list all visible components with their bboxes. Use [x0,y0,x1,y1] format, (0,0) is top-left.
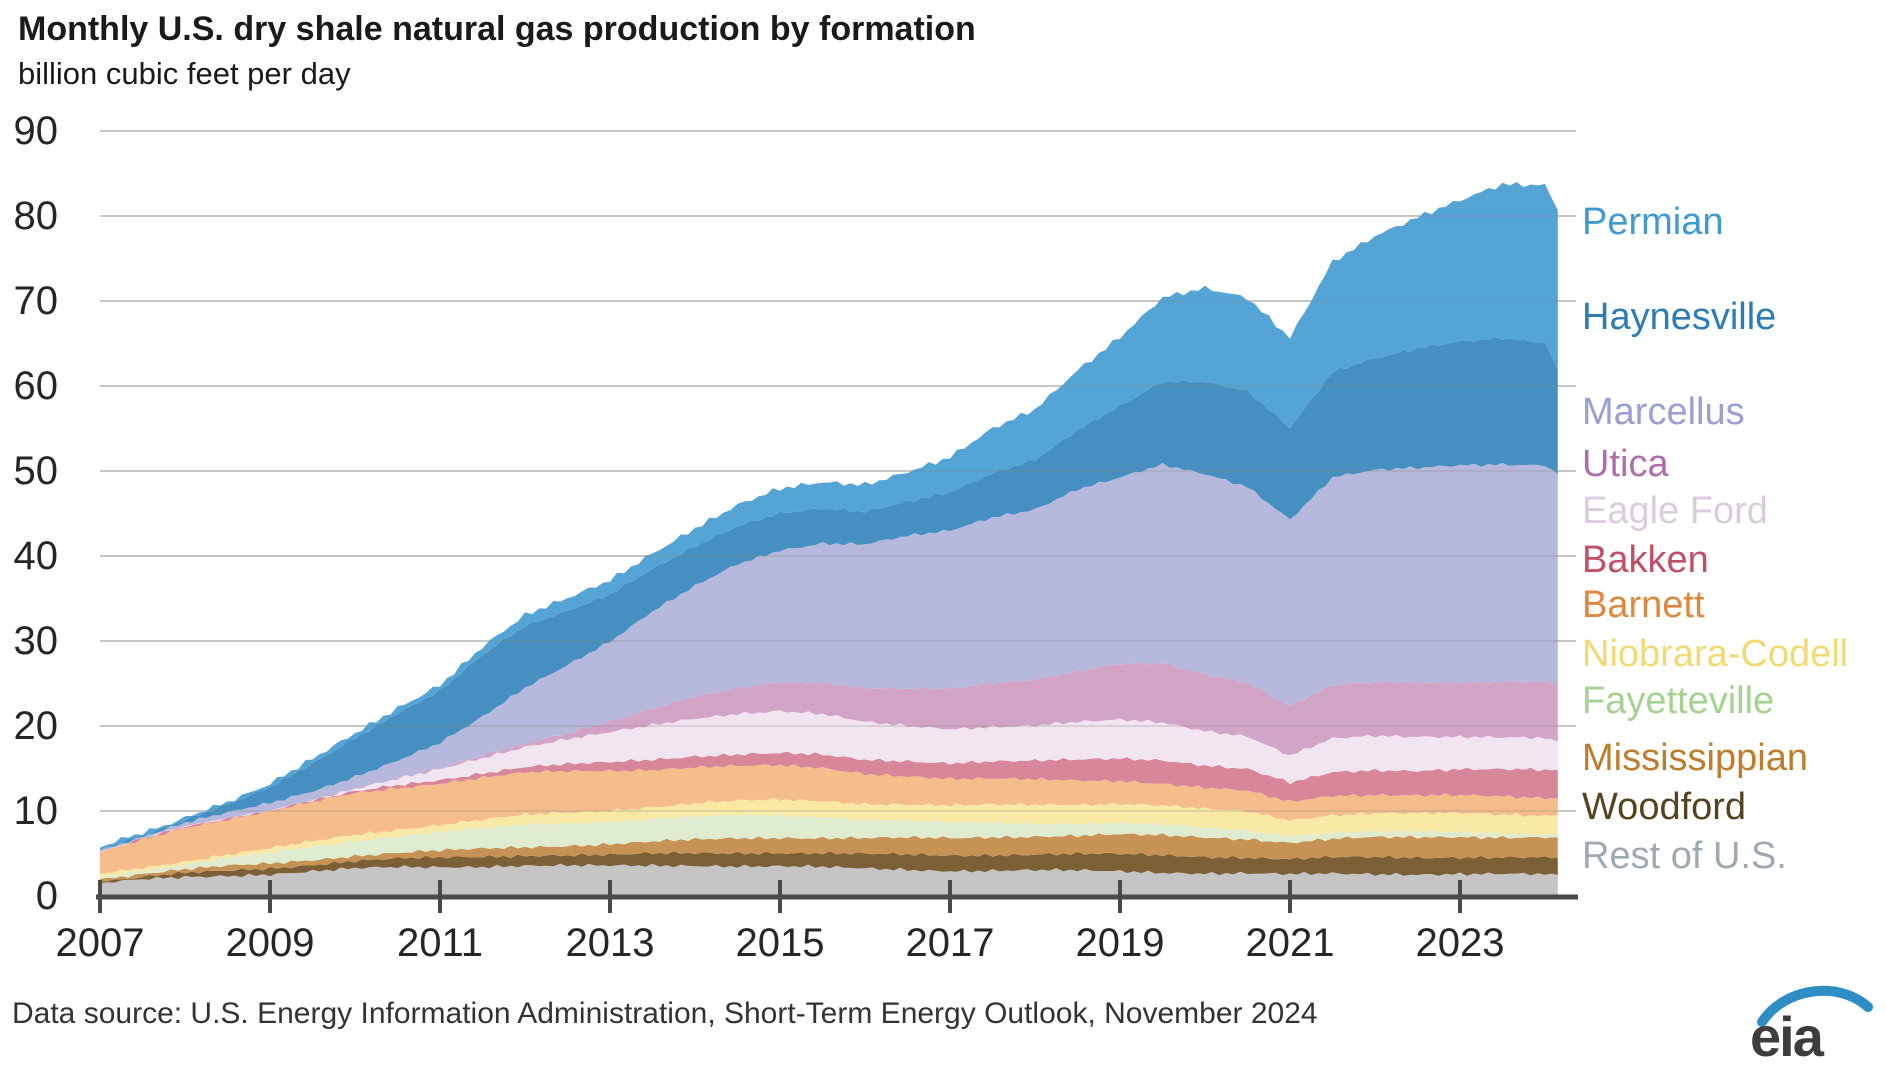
legend-label-fayetteville: Fayetteville [1582,680,1775,722]
eia-logo-swoosh-icon [1757,985,1873,1027]
y-tick-label-10: 10 [13,789,59,833]
area-fayetteville [100,813,1558,879]
x-tick-label-2021: 2021 [1245,921,1335,965]
y-tick-label-70: 70 [13,279,59,323]
legend-label-haynesville: Haynesville [1582,296,1777,338]
area-woodford [100,851,1558,884]
legend-label-marcellus: Marcellus [1582,391,1745,433]
legend-label-woodford: Woodford [1582,786,1747,828]
area-utica [100,661,1558,852]
data-source-note: Data source: U.S. Energy Information Adm… [12,997,1318,1030]
x-tick-label-2011: 2011 [396,921,483,965]
chart-title: Monthly U.S. dry shale natural gas produ… [18,10,976,48]
x-tick-label-2009: 2009 [225,921,315,965]
area-marcellus [100,462,1558,852]
area-rest-of-u-s [100,863,1558,896]
x-tick-label-2007: 2007 [55,921,145,965]
x-tick-label-2017: 2017 [905,921,995,965]
y-tick-label-30: 30 [13,619,59,663]
area-eagle-ford [100,710,1558,853]
area-haynesville [100,337,1558,851]
eia-logo: eia [1746,980,1876,1068]
y-tick-label-50: 50 [13,449,59,493]
y-tick-label-0: 0 [35,874,58,918]
x-tick-label-2013: 2013 [565,921,655,965]
legend-label-bakken: Bakken [1582,539,1709,581]
area-mississippian [100,833,1558,882]
y-tick-label-40: 40 [13,534,59,578]
legend-label-rest-of-u-s: Rest of U.S. [1582,835,1787,877]
area-barnett [100,764,1558,874]
area-bakken [100,751,1558,853]
legend-label-utica: Utica [1582,443,1669,485]
legend-label-mississippian: Mississippian [1582,737,1808,779]
y-tick-label-60: 60 [13,364,59,408]
area-niobrara-codell [100,797,1558,877]
chart-subtitle: billion cubic feet per day [18,56,351,91]
legend-label-barnett: Barnett [1582,584,1705,626]
y-tick-label-90: 90 [13,109,59,153]
y-tick-label-80: 80 [13,194,59,238]
area-permian [100,182,1558,850]
x-tick-label-2015: 2015 [735,921,825,965]
y-tick-label-20: 20 [13,704,59,748]
x-tick-label-2023: 2023 [1415,921,1505,965]
x-tick-label-2019: 2019 [1075,921,1165,965]
legend-label-eagle-ford: Eagle Ford [1582,490,1768,532]
eia-logo-text: eia [1750,1005,1825,1065]
legend-label-permian: Permian [1582,201,1724,243]
legend-label-niobrara-codell: Niobrara-Codell [1582,633,1849,675]
